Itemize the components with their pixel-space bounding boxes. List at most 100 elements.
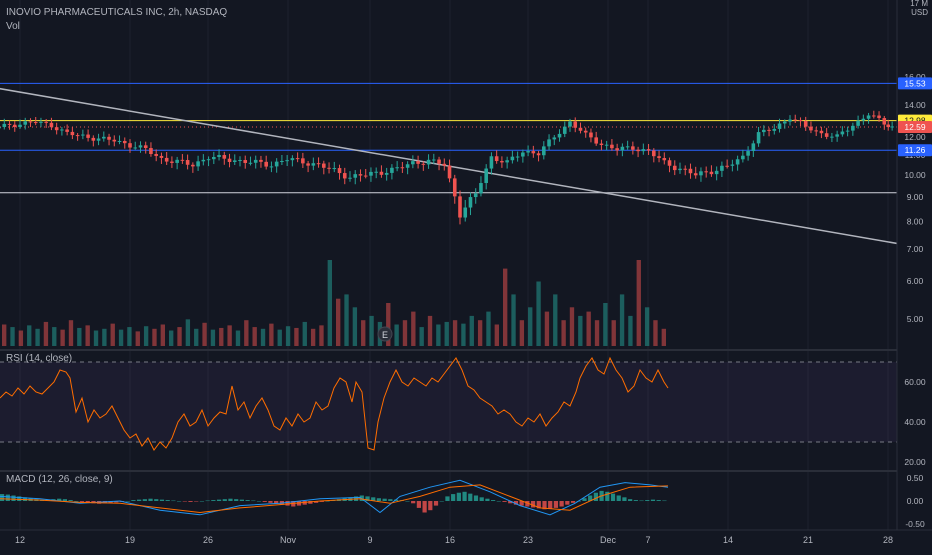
volume-bar [219,327,224,346]
macd-hist-bar [491,500,496,501]
time-tick-2: 26 [203,535,213,545]
candle-body [280,160,284,162]
volume-bar [169,330,174,346]
volume-bar [477,320,483,346]
candle-body [243,160,248,163]
macd-hist-bar [365,496,370,501]
volume-bar [235,330,241,346]
candle-body [678,168,682,171]
volume-legend[interactable]: Vol [6,21,20,32]
earnings-marker[interactable]: E [377,326,393,342]
candle-body [253,159,258,163]
volume-bar [185,319,191,346]
time-tick-0: 12 [15,535,25,545]
price-tick-6: 8.00 [907,216,924,226]
macd-hist-bar [530,501,536,508]
volume-bar [35,328,40,346]
candle-body [819,130,824,134]
volume-bar [536,281,541,346]
candle-body [730,164,735,166]
macd-hist-bar [85,501,90,503]
macd-hist-bar [325,501,330,502]
rsi-legend[interactable]: RSI (14, close) [6,353,72,364]
macd-legend[interactable]: MACD (12, 26, close, 9) [6,474,113,485]
candle-body [416,161,420,164]
candle-body [196,161,200,167]
macd-hist-bar [274,501,279,504]
candle-body [531,151,536,154]
macd-hist-bar [142,499,147,501]
macd-hist-bar [159,499,165,501]
macd-hist-bar [376,498,382,501]
macd-hist-bar [154,499,159,501]
candle-body [604,144,609,146]
candle-body [91,137,96,141]
macd-hist-bar [462,491,467,501]
macd-hist-bar [536,501,541,509]
candle-body [688,168,693,174]
candle-body [756,132,761,144]
candle-body [872,115,876,117]
candle-body [206,159,211,161]
candle-body [479,183,483,194]
macd-hist-bar [610,493,616,501]
candle-body [400,167,405,169]
candle-body [217,155,221,157]
macd-hist-bar [553,501,559,508]
macd-hist-bar [639,500,644,502]
candle-body [164,157,169,162]
macd-hist-bar [182,501,187,502]
trendline[interactable] [0,76,932,252]
volume-bar [285,326,291,346]
volume-bar [43,321,49,346]
macd-hist-bar [222,499,227,501]
candle-body [437,159,441,164]
volume-bar [544,311,550,346]
candle-body [856,120,860,126]
candle-body [589,132,593,138]
candle-body [138,145,143,148]
macd-hist-bar [445,496,450,501]
candle-body [65,129,69,132]
candle-body [777,123,782,129]
macd-hist-bar [473,495,479,501]
candle-body [327,167,331,169]
candle-body [7,123,12,125]
candle-body [143,145,148,149]
volume-bar [561,320,566,346]
candle-body [463,207,468,218]
macd-hist-bar [125,501,130,502]
volume-bar [143,326,149,346]
price-badge-label-3: 11.26 [905,145,926,155]
volume-bar [628,315,633,346]
candle-body [709,171,714,175]
macd-hist-bar [188,501,193,502]
candle-body [442,163,447,166]
earnings-marker-circle[interactable] [377,326,393,342]
volume-bar [127,327,132,346]
macd-hist-bar [171,500,176,502]
macd-hist-bar [588,495,593,501]
volume-bar [352,307,358,346]
time-axis[interactable] [0,530,932,550]
macd-hist-bar [319,501,324,502]
candle-body [452,178,457,197]
candle-body [290,158,295,161]
volume-bar [10,327,15,346]
candle-body [568,121,572,127]
candle-body [877,115,881,119]
candle-body [652,150,656,157]
macd-hist-bar [496,501,501,502]
macd-tick-1: 0.00 [907,496,924,506]
candle-body [882,118,887,125]
candle-body [845,130,850,132]
symbol-title[interactable]: INOVIO PHARMACEUTICALS INC, 2h, NASDAQ [6,7,227,18]
macd-hist-bar [194,501,199,502]
candle-body [175,159,179,163]
macd-hist-bar [176,501,182,502]
macd-hist-bar [262,501,267,502]
macd-hist-bar [519,501,524,506]
macd-hist-bar [216,499,222,501]
